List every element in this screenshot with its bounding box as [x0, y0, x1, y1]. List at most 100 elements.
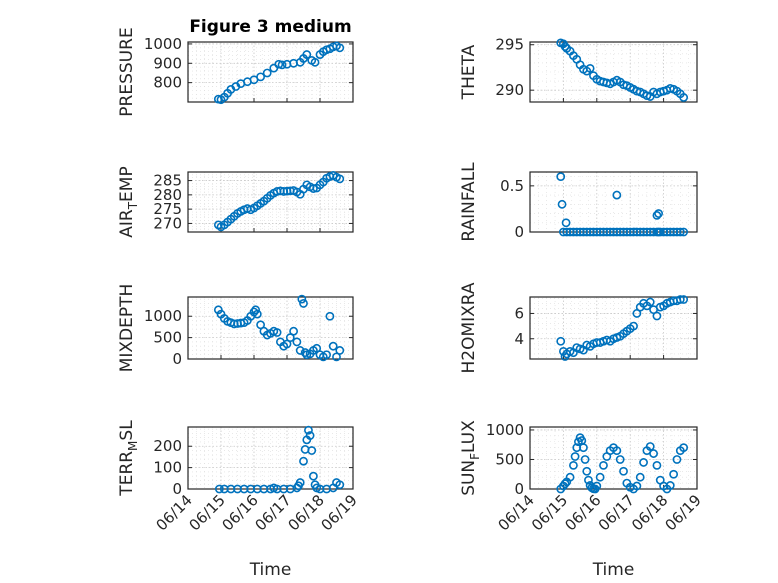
data-point [335, 174, 345, 184]
x-tick-label: 06/17 [595, 491, 638, 534]
data-point [612, 446, 622, 456]
y-tick-label: 280 [153, 186, 182, 204]
axes-frame [529, 296, 698, 360]
y-axis-label: H2OMIXRA [459, 282, 479, 373]
data-point [305, 431, 315, 440]
y-axis-label: RAINFALL [459, 162, 479, 242]
x-tick-label: 06/16 [561, 491, 604, 534]
y-tick-label: 0 [172, 480, 182, 498]
data-point [308, 184, 318, 193]
subplot-4: 0 0.5 RAINFALL [459, 162, 698, 242]
y-tick-label: 500 [495, 450, 524, 468]
data-point [322, 350, 331, 360]
y-axis-label: AIRTEMP [117, 166, 140, 237]
data-point [560, 479, 570, 489]
data-point [565, 472, 575, 482]
x-tick-label: 06/16 [219, 491, 262, 534]
data-point [299, 299, 308, 308]
data-point [307, 446, 317, 455]
data-point [632, 481, 642, 491]
data-point [570, 452, 580, 461]
x-axis-label: Time [249, 560, 292, 580]
subplot-2: 290 295 THETA [459, 36, 698, 103]
subplot-5: 0 500 1000 MIXDEPTH [117, 284, 354, 373]
y-tick-label: 500 [153, 329, 182, 347]
y-axis-label: MIXDEPTH [117, 284, 137, 373]
data-point [295, 478, 305, 487]
data-point [300, 348, 310, 357]
data-point [335, 43, 345, 53]
data-point [295, 346, 305, 355]
x-tick-label: 06/18 [285, 491, 328, 534]
data-point [629, 321, 638, 331]
data-point [556, 172, 566, 182]
data-point [569, 460, 578, 470]
y-tick-label: 0.5 [500, 177, 524, 195]
y-tick-label: 285 [153, 172, 182, 190]
data-point [619, 466, 628, 476]
data-point [585, 63, 595, 73]
data-point [272, 328, 282, 337]
subplot-7: 010020006/1406/1506/1606/1706/1806/19TER… [117, 420, 361, 580]
data-point [325, 311, 335, 321]
y-axis-label: TERRMSL [117, 420, 140, 497]
data-point [262, 68, 272, 78]
y-tick-label: 1000 [144, 35, 182, 53]
y-tick-label: 200 [153, 437, 182, 455]
axes-frame [529, 426, 698, 490]
data-point [679, 93, 689, 102]
data-point [252, 309, 262, 319]
axes-frame [187, 296, 354, 360]
data-point [669, 469, 679, 479]
data-point [277, 60, 287, 70]
y-axis-label: PRESSURE [117, 27, 137, 116]
data-point [299, 456, 308, 466]
data-point [649, 449, 658, 458]
y-tick-label: 4 [514, 330, 524, 348]
data-point [274, 59, 284, 69]
y-tick-label: 295 [495, 36, 524, 54]
x-tick-label: 06/15 [186, 491, 229, 534]
x-tick-label: 06/19 [318, 491, 361, 534]
data-point [251, 305, 261, 315]
data-point [560, 42, 570, 51]
data-point [675, 227, 685, 237]
axes-frame [529, 41, 698, 103]
data-point [672, 455, 682, 464]
data-point [612, 190, 622, 200]
x-tick-label: 06/19 [662, 491, 705, 534]
data-point [639, 458, 648, 467]
data-point [561, 218, 571, 228]
y-tick-label: 1000 [144, 307, 182, 325]
axes-frame [187, 171, 354, 233]
data-point [335, 346, 345, 355]
data-point [557, 199, 567, 209]
data-point [599, 460, 608, 470]
y-axis-label: THETA [459, 44, 479, 100]
y-tick-label: 275 [153, 200, 182, 218]
data-point [645, 297, 655, 307]
data-point [269, 63, 279, 73]
data-point [584, 475, 593, 485]
data-point [592, 481, 602, 491]
y-tick-label: 0 [514, 480, 524, 498]
data-point [679, 227, 689, 237]
data-point [652, 311, 662, 321]
data-point [580, 455, 590, 464]
x-tick-label: 06/15 [528, 491, 571, 534]
data-point [289, 326, 298, 336]
data-point [308, 471, 318, 481]
data-point [665, 481, 675, 490]
data-point [615, 455, 625, 464]
y-tick-label: 900 [153, 54, 182, 72]
data-point [304, 425, 313, 435]
data-point [292, 337, 302, 347]
data-point [579, 443, 588, 453]
data-point [595, 472, 605, 482]
y-tick-label: 0 [514, 223, 524, 241]
data-point [675, 295, 685, 304]
data-point [635, 472, 645, 482]
